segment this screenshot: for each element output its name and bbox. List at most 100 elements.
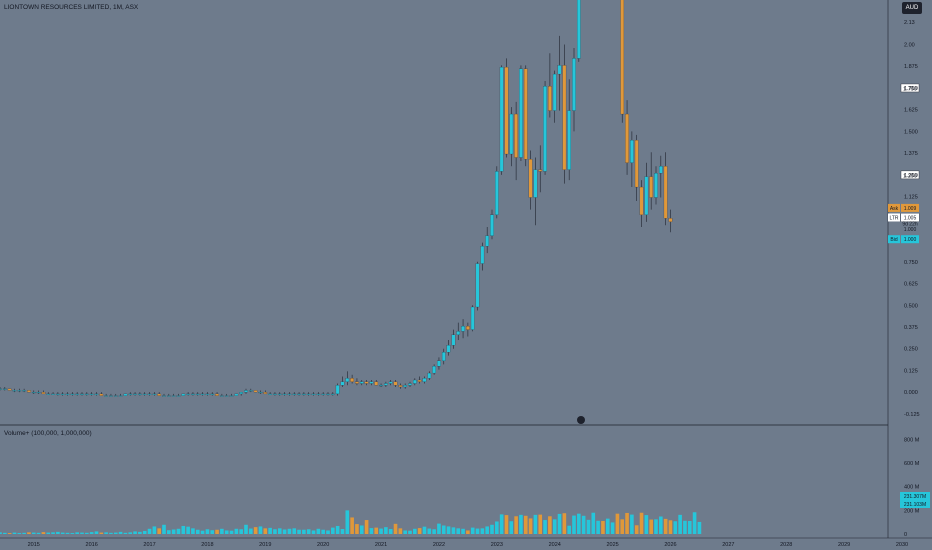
price-tag-label: Bid [890, 237, 897, 243]
volume-bar [17, 533, 22, 534]
candle-down [157, 393, 161, 396]
time-tick-label: 2027 [722, 542, 734, 548]
candle-up [224, 395, 229, 397]
candle-down [99, 393, 104, 396]
volume-bar [673, 521, 678, 534]
volume-bar [326, 530, 330, 534]
candle-down [393, 381, 398, 386]
time-tick-label: 2025 [606, 542, 618, 548]
candle-up [273, 393, 277, 395]
candle-down [398, 385, 403, 388]
volume-bar [533, 514, 538, 534]
candle-up [229, 395, 234, 397]
price-tick-label: 0.625 [904, 282, 918, 288]
candle-down [374, 381, 379, 386]
candle-up [388, 381, 393, 384]
time-tick-label: 2017 [143, 542, 155, 548]
volume-tick-label: 0 [904, 532, 907, 538]
price-tick-label: 0.000 [904, 390, 918, 396]
price-tick-label: 1.500 [904, 129, 918, 135]
price-tick-label: 0.125 [904, 368, 918, 374]
candle-up [490, 214, 494, 236]
candle-down [355, 381, 359, 384]
candle-up [205, 393, 210, 395]
volume-bar [181, 525, 186, 534]
candle-up [22, 390, 26, 392]
volume-bar [273, 529, 277, 534]
volume-bar [31, 532, 36, 534]
price-tag-label-box [888, 235, 900, 244]
candle-up [499, 67, 504, 172]
time-tick-label: 2018 [201, 542, 213, 548]
volume-bar [441, 525, 446, 534]
volume-bar [490, 524, 494, 534]
volume-bar [369, 528, 374, 534]
candle-down [253, 390, 258, 393]
currency-button[interactable]: AUD [902, 2, 922, 14]
candle-up [80, 393, 84, 395]
candle-up [287, 393, 292, 395]
volume-bar [147, 528, 152, 534]
volume-bar [620, 519, 625, 534]
volume-tick-label: 200 M [904, 508, 920, 514]
candle-down [625, 113, 629, 163]
time-tick-label: 2022 [433, 542, 445, 548]
volume-bar [99, 532, 104, 534]
candle-up [413, 379, 417, 384]
candle-up [369, 381, 374, 384]
candle-up [113, 395, 118, 397]
volume-bar [85, 532, 89, 534]
volume-bar [668, 520, 673, 534]
candle-up [147, 393, 152, 395]
candle-down [514, 113, 518, 158]
volume-bar [104, 532, 108, 534]
candle-down [639, 186, 644, 215]
volume-bar [499, 514, 504, 534]
volume-bar [113, 532, 118, 534]
price-tag-label: Ask [890, 206, 899, 212]
price-tag-value-box [901, 203, 919, 212]
volume-bar [109, 532, 113, 534]
candle-up [167, 395, 171, 397]
volume-bar [480, 528, 485, 534]
volume-bar [451, 527, 456, 534]
volume-bar [244, 524, 248, 534]
volume-tag: 231.307M [904, 494, 926, 500]
volume-bar [388, 529, 393, 534]
candle-up [128, 393, 133, 395]
level-label: 1.250 [903, 173, 917, 179]
time-tick-label: 2023 [491, 542, 503, 548]
time-tick-label: 2030 [896, 542, 908, 548]
candle-up [441, 352, 446, 361]
volume-bar [422, 526, 427, 534]
volume-bar [340, 529, 345, 534]
volume-bar [215, 529, 219, 534]
volume-bar [60, 532, 65, 534]
price-tag-label-box [888, 213, 900, 222]
candle-up [244, 390, 248, 393]
price-tick-label: 1.750 [904, 86, 918, 92]
volume-bar [659, 516, 663, 534]
candle-up [567, 110, 571, 170]
volume-tag-box [900, 500, 930, 508]
level-label-box [900, 83, 920, 93]
volume-bar [610, 522, 615, 534]
volume-bar [210, 530, 215, 534]
price-tick-label: 2.13 [904, 20, 915, 26]
candle-up [51, 393, 55, 395]
volume-bar [22, 532, 26, 534]
candle-down [548, 86, 552, 111]
volume-bar [195, 529, 200, 534]
volume-bar [683, 520, 687, 534]
volume-bar [297, 529, 301, 534]
volume-bar [282, 529, 287, 534]
volume-bar [562, 513, 567, 534]
volume-bar [634, 525, 639, 534]
candle-up [316, 393, 321, 395]
candle-up [461, 326, 465, 332]
volume-bar [345, 510, 350, 534]
candle-up [191, 393, 195, 395]
volume-bar [12, 532, 17, 534]
candle-up [311, 393, 316, 395]
